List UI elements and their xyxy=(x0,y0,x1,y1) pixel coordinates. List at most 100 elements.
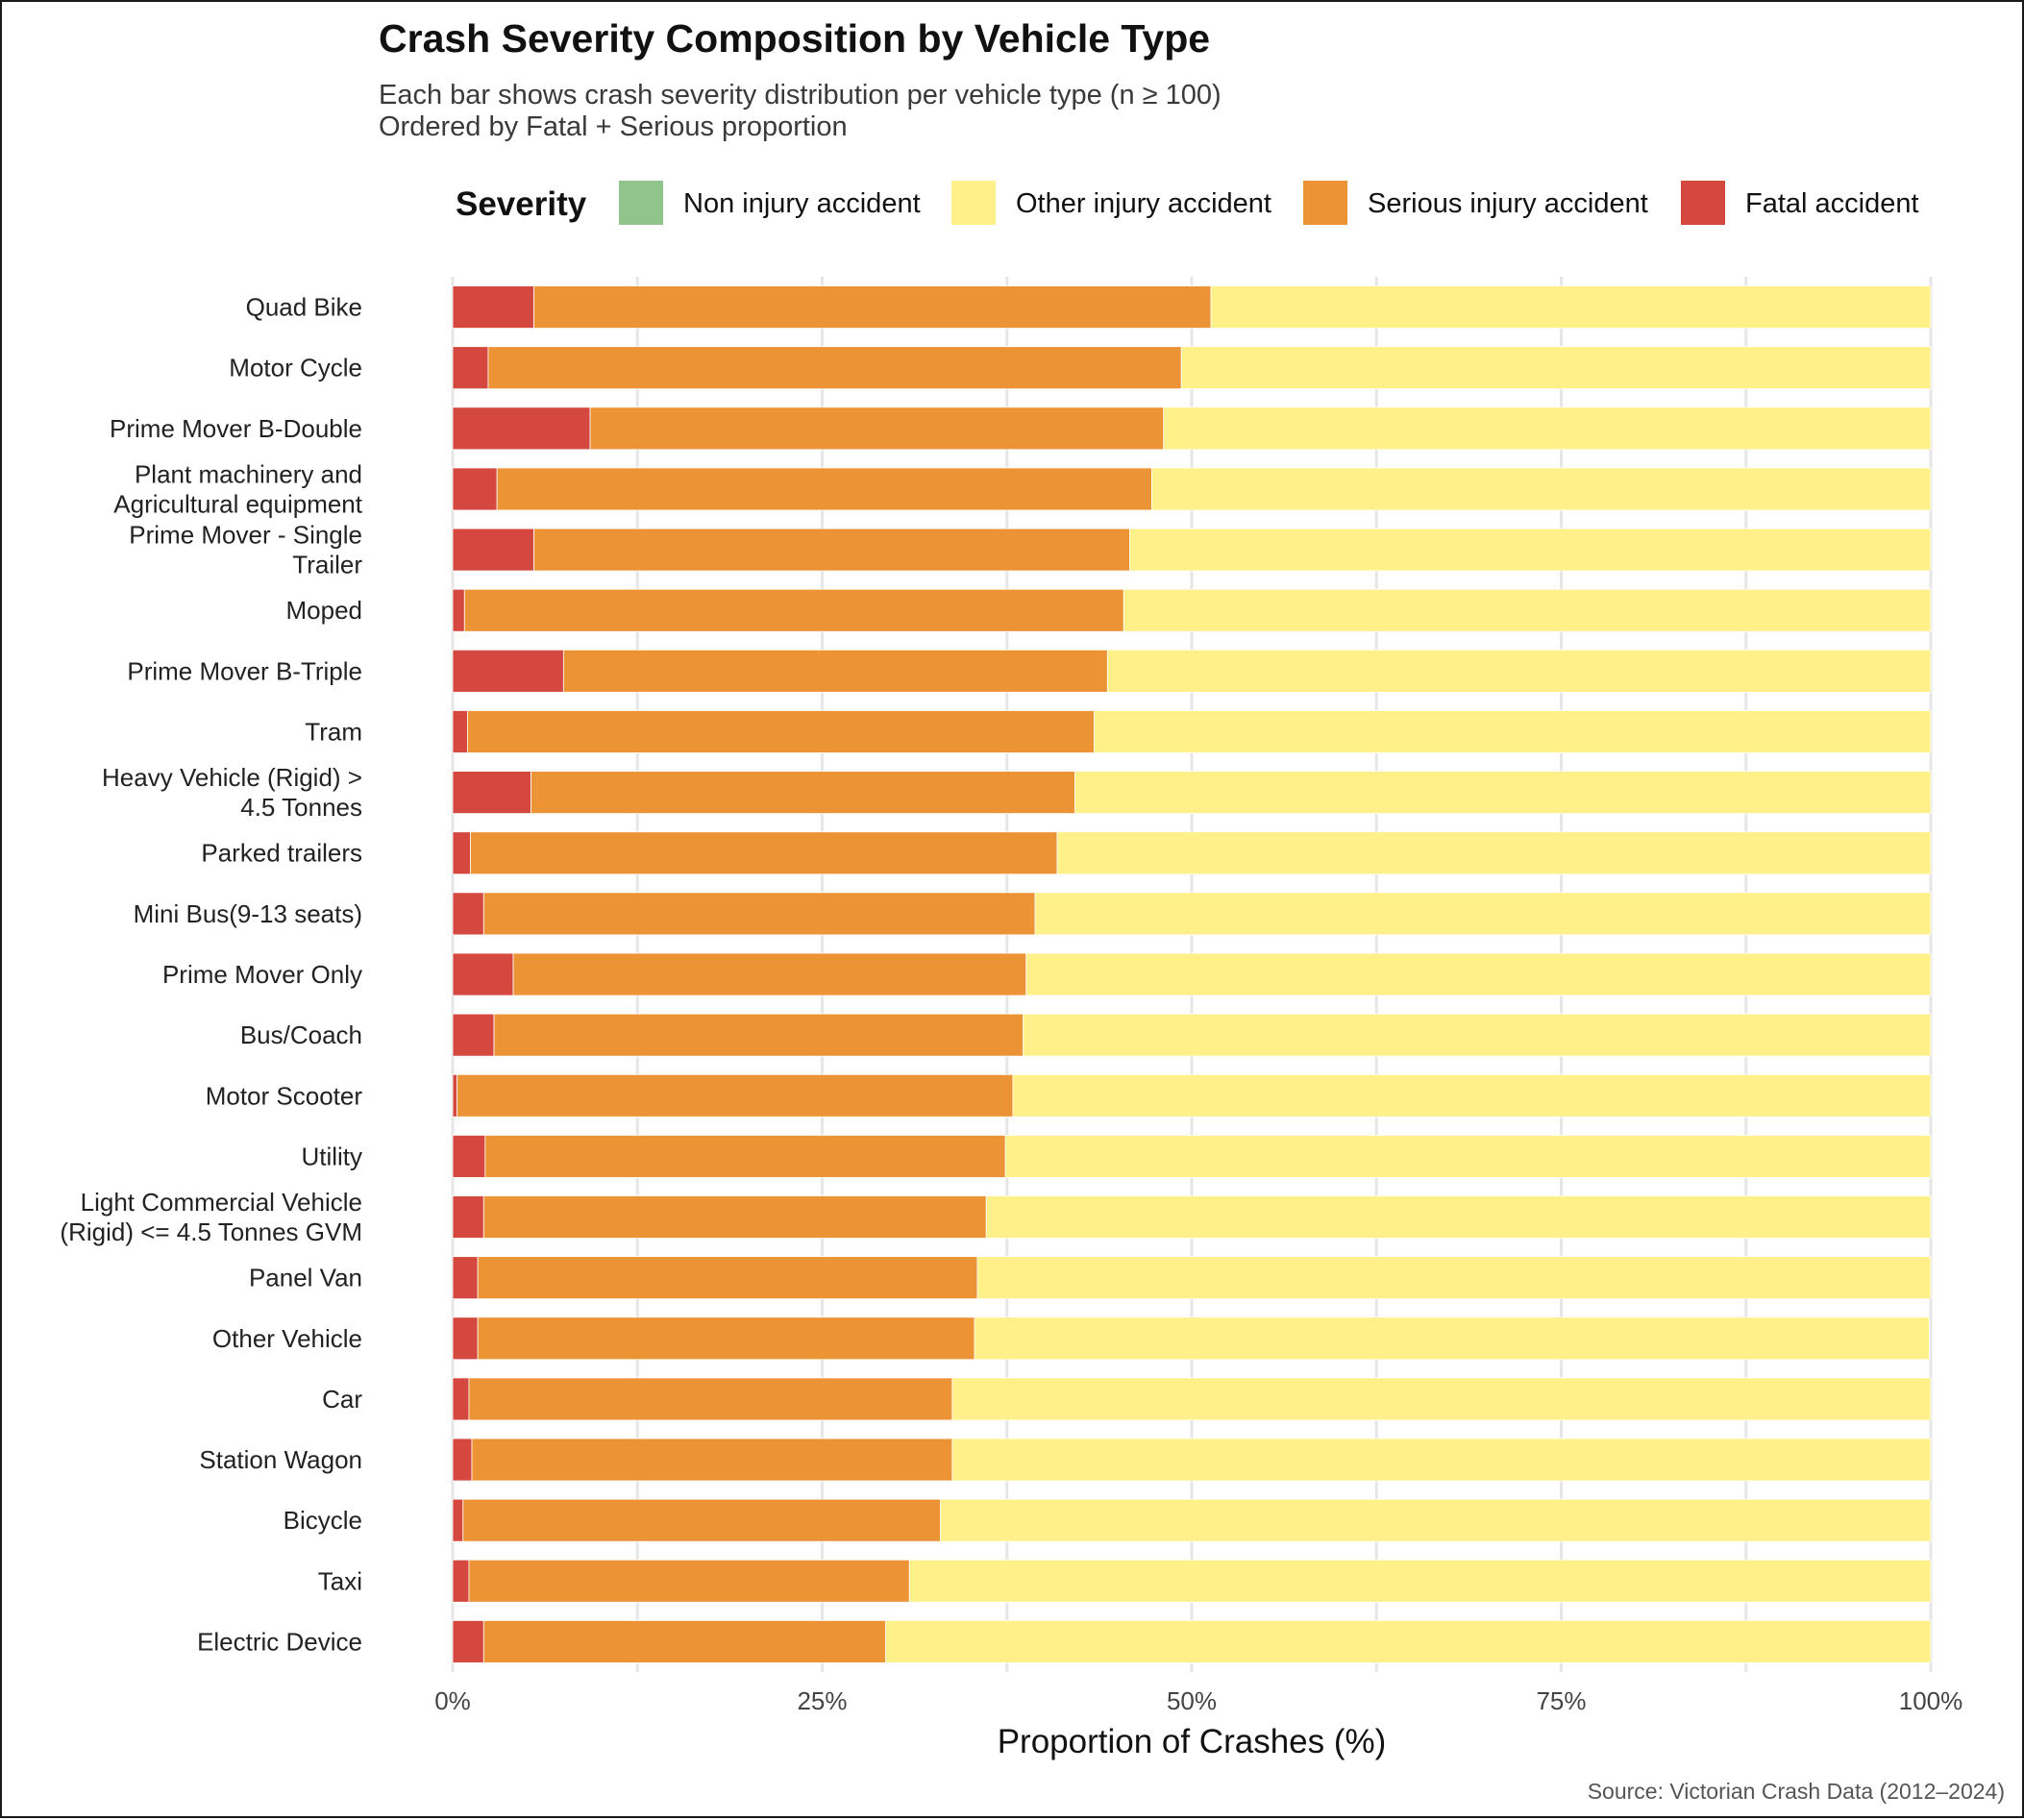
bar-heavy-vehicle-rigid-4-5-tonnes-serious-injury-accident xyxy=(531,771,1075,815)
bar-mini-bus-9-13-seats-serious-injury-accident xyxy=(482,892,1036,936)
bar-moped-serious-injury-accident xyxy=(463,588,1124,632)
bar-plant-machinery-and-agricultural-equipment-other-injury-accident xyxy=(1151,467,1932,511)
y-tick-label: Prime Mover B-Triple xyxy=(127,656,362,685)
bar-other-vehicle-serious-injury-accident xyxy=(477,1316,975,1361)
bar-prime-mover-b-double-serious-injury-accident xyxy=(589,406,1165,451)
chart-subtitle-line-1: Each bar shows crash severity distributi… xyxy=(379,80,1222,111)
bar-electric-device-other-injury-accident xyxy=(885,1620,1932,1663)
bars xyxy=(452,285,1932,1663)
bar-light-commercial-vehicle-rigid-4-5-tonnes-gvm-serious-injury-accident xyxy=(482,1195,987,1239)
bar-taxi-other-injury-accident xyxy=(908,1559,1932,1603)
bar-prime-mover-b-triple-fatal-accident xyxy=(452,649,564,693)
y-tick-label: Heavy Vehicle (Rigid) > xyxy=(102,763,362,792)
bar-station-wagon-serious-injury-accident xyxy=(471,1438,953,1482)
legend-key-fatal-accident xyxy=(1681,181,1725,225)
bar-quad-bike-serious-injury-accident xyxy=(533,285,1212,329)
y-tick-label: Tram xyxy=(305,717,362,746)
bar-motor-cycle-fatal-accident xyxy=(452,346,489,390)
chart-subtitle-line-2: Ordered by Fatal + Serious proportion xyxy=(379,111,848,142)
bar-car-serious-injury-accident xyxy=(468,1377,953,1421)
y-tick-label: Electric Device xyxy=(197,1627,362,1656)
y-tick-label: Parked trailers xyxy=(201,839,362,868)
bar-prime-mover-single-trailer-serious-injury-accident xyxy=(533,528,1130,572)
bar-tram-fatal-accident xyxy=(452,710,468,753)
bar-tram-serious-injury-accident xyxy=(466,710,1095,753)
y-tick-label: Plant machinery and xyxy=(135,459,362,488)
bar-mini-bus-9-13-seats-other-injury-accident xyxy=(1034,892,1932,936)
y-tick-label: Moped xyxy=(286,596,363,625)
bar-motor-scooter-serious-injury-accident xyxy=(457,1073,1014,1118)
bar-station-wagon-other-injury-accident xyxy=(951,1438,1932,1482)
bar-electric-device-serious-injury-accident xyxy=(482,1620,887,1663)
bar-prime-mover-b-double-fatal-accident xyxy=(452,406,591,451)
bar-light-commercial-vehicle-rigid-4-5-tonnes-gvm-other-injury-accident xyxy=(985,1195,1932,1239)
y-axis-tick-labels: Quad Bike Motor Cycle Prime Mover B-Double… xyxy=(60,293,362,1657)
bar-parked-trailers-fatal-accident xyxy=(452,831,471,875)
bar-electric-device-fatal-accident xyxy=(452,1620,484,1663)
bar-panel-van-other-injury-accident xyxy=(976,1256,1932,1300)
y-tick-label: Light Commercial Vehicle xyxy=(81,1188,362,1217)
y-tick-label: (Rigid) <= 4.5 Tonnes GVM xyxy=(60,1217,362,1246)
bar-prime-mover-only-serious-injury-accident xyxy=(512,952,1027,996)
y-tick-label: 4.5 Tonnes xyxy=(240,793,362,822)
y-tick-label: Motor Cycle xyxy=(229,354,362,382)
legend-key-other-injury-accident xyxy=(951,181,996,225)
bar-light-commercial-vehicle-rigid-4-5-tonnes-gvm-fatal-accident xyxy=(452,1195,484,1239)
y-tick-label: Utility xyxy=(301,1142,362,1170)
bar-station-wagon-fatal-accident xyxy=(452,1438,473,1482)
bar-motor-scooter-fatal-accident xyxy=(452,1073,458,1118)
bar-utility-serious-injury-accident xyxy=(484,1134,1006,1178)
bar-bus-coach-other-injury-accident xyxy=(1023,1013,1932,1057)
bar-prime-mover-b-triple-other-injury-accident xyxy=(1106,649,1932,693)
bar-prime-mover-only-fatal-accident xyxy=(452,952,514,996)
bar-prime-mover-b-triple-serious-injury-accident xyxy=(562,649,1108,693)
y-tick-label: Car xyxy=(322,1385,362,1414)
bar-bus-coach-fatal-accident xyxy=(452,1013,495,1057)
bar-quad-bike-other-injury-accident xyxy=(1210,285,1932,329)
bar-panel-van-serious-injury-accident xyxy=(477,1256,978,1300)
y-tick-label: Station Wagon xyxy=(199,1445,362,1474)
y-tick-label: Quad Bike xyxy=(246,293,362,322)
bar-other-vehicle-fatal-accident xyxy=(452,1316,479,1361)
x-tick-label: 75% xyxy=(1536,1686,1586,1715)
bar-prime-mover-single-trailer-fatal-accident xyxy=(452,528,534,572)
y-tick-label: Motor Scooter xyxy=(206,1081,363,1110)
bar-tram-other-injury-accident xyxy=(1094,710,1932,753)
bar-utility-fatal-accident xyxy=(452,1134,486,1178)
x-axis-tick-labels: 0% 25% 50% 75% 100% xyxy=(434,1686,1962,1715)
legend-label-other-injury-accident: Other injury accident xyxy=(1016,188,1271,219)
bar-bus-coach-serious-injury-accident xyxy=(493,1013,1024,1057)
bar-heavy-vehicle-rigid-4-5-tonnes-other-injury-accident xyxy=(1074,771,1932,815)
bar-panel-van-fatal-accident xyxy=(452,1256,479,1300)
y-tick-label: Prime Mover - Single xyxy=(129,521,362,550)
x-tick-label: 0% xyxy=(434,1686,471,1715)
legend-label-fatal-accident: Fatal accident xyxy=(1745,188,1919,219)
y-tick-label: Panel Van xyxy=(249,1264,362,1292)
y-tick-label: Taxi xyxy=(318,1566,362,1595)
legend-label-non-injury-accident: Non injury accident xyxy=(683,188,921,219)
bar-utility-other-injury-accident xyxy=(1004,1134,1932,1178)
y-tick-label: Prime Mover Only xyxy=(162,960,362,989)
bar-motor-scooter-other-injury-accident xyxy=(1012,1073,1932,1118)
bar-bicycle-other-injury-accident xyxy=(940,1498,1932,1542)
bar-moped-fatal-accident xyxy=(452,588,465,632)
legend-label-serious-injury-accident: Serious injury accident xyxy=(1368,188,1648,219)
legend-title: Severity xyxy=(456,185,587,223)
bar-prime-mover-single-trailer-other-injury-accident xyxy=(1129,528,1932,572)
bar-motor-cycle-other-injury-accident xyxy=(1180,346,1932,390)
bar-prime-mover-b-double-other-injury-accident xyxy=(1163,406,1932,451)
bar-bicycle-fatal-accident xyxy=(452,1498,464,1542)
bar-other-vehicle-other-injury-accident xyxy=(974,1316,1930,1361)
y-tick-label: Prime Mover B-Double xyxy=(110,414,362,443)
bar-prime-mover-only-other-injury-accident xyxy=(1025,952,1932,996)
bar-parked-trailers-serious-injury-accident xyxy=(470,831,1058,875)
bar-quad-bike-fatal-accident xyxy=(452,285,534,329)
bar-plant-machinery-and-agricultural-equipment-serious-injury-accident xyxy=(496,467,1152,511)
bar-bicycle-serious-injury-accident xyxy=(462,1498,941,1542)
legend-key-serious-injury-accident xyxy=(1303,181,1347,225)
chart-caption: Source: Victorian Crash Data (2012–2024) xyxy=(1588,1779,2005,1804)
legend-key-non-injury-accident xyxy=(619,181,663,225)
bar-heavy-vehicle-rigid-4-5-tonnes-fatal-accident xyxy=(452,771,531,815)
